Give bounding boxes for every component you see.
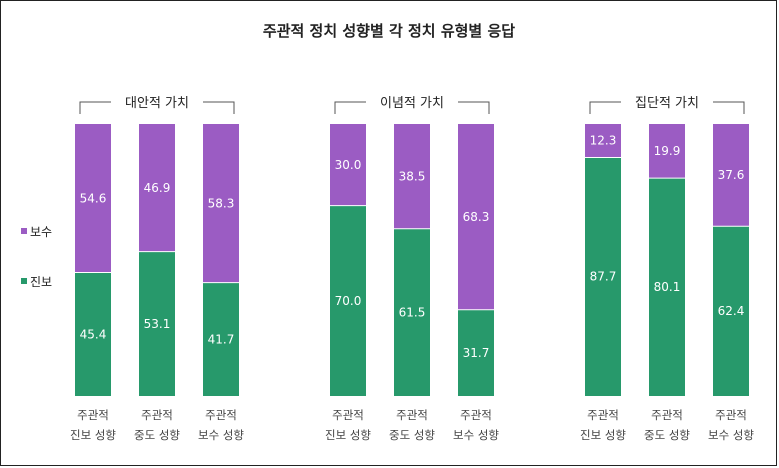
bar-segment-보수 <box>649 124 685 179</box>
legend-swatch-보수 <box>21 228 27 234</box>
bar-segment-진보 <box>394 228 430 396</box>
data-label: 54.6 <box>80 191 107 205</box>
data-label: 62.4 <box>718 304 745 318</box>
x-tick-label: 주관적 <box>587 408 619 422</box>
data-label: 41.7 <box>208 332 235 346</box>
data-label: 68.3 <box>463 210 490 224</box>
x-tick-label: 중도 성향 <box>644 428 690 442</box>
x-tick-label: 주관적 <box>141 408 173 422</box>
x-tick-label: 중도 성향 <box>134 428 180 442</box>
data-label: 45.4 <box>80 327 107 341</box>
bar-segment-진보 <box>330 205 366 396</box>
bar-segment-보수 <box>75 124 111 273</box>
data-label: 53.1 <box>144 317 171 331</box>
data-label: 31.7 <box>463 346 490 360</box>
bracket-right <box>713 101 745 114</box>
data-label: 19.9 <box>654 144 681 158</box>
legend-swatch-진보 <box>21 278 27 284</box>
bar-segment-보수 <box>458 124 494 310</box>
x-tick-label: 진보 성향 <box>580 428 626 442</box>
bracket-left <box>334 101 366 114</box>
bar-segment-진보 <box>203 282 239 396</box>
group-label: 이념적 가치 <box>380 96 444 111</box>
data-label: 61.5 <box>399 305 426 319</box>
x-tick-label: 주관적 <box>396 408 428 422</box>
x-tick-label: 주관적 <box>460 408 492 422</box>
x-tick-label: 보수 성향 <box>198 428 244 442</box>
group-label: 집단적 가치 <box>635 96 699 111</box>
x-tick-label: 진보 성향 <box>325 428 371 442</box>
data-label: 12.3 <box>590 134 617 148</box>
x-tick-label: 주관적 <box>715 408 747 422</box>
data-label: 58.3 <box>208 196 235 210</box>
bracket-left <box>79 101 111 114</box>
bracket-left <box>589 101 621 114</box>
data-label: 38.5 <box>399 169 426 183</box>
bar-segment-진보 <box>649 178 685 396</box>
bar-segment-진보 <box>75 272 111 396</box>
x-tick-label: 주관적 <box>205 408 237 422</box>
bar-segment-진보 <box>458 309 494 396</box>
bar-segment-진보 <box>713 226 749 396</box>
group-label: 대안적 가치 <box>125 96 189 111</box>
data-label: 80.1 <box>654 280 681 294</box>
x-tick-label: 주관적 <box>332 408 364 422</box>
x-tick-label: 보수 성향 <box>453 428 499 442</box>
x-tick-label: 보수 성향 <box>708 428 754 442</box>
legend-label-진보: 진보 <box>30 275 52 289</box>
data-label: 37.6 <box>718 168 745 182</box>
chart-title: 주관적 정치 성향별 각 정치 유형별 응답 <box>263 22 515 40</box>
x-tick-label: 주관적 <box>651 408 683 422</box>
bar-segment-보수 <box>330 124 366 206</box>
bar-segment-보수 <box>394 124 430 229</box>
bracket-right <box>203 101 235 114</box>
data-label: 87.7 <box>590 270 617 284</box>
bar-segment-보수 <box>585 124 621 158</box>
data-label: 70.0 <box>335 294 362 308</box>
legend-label-보수: 보수 <box>30 225 52 239</box>
bracket-right <box>458 101 490 114</box>
bar-segment-보수 <box>203 124 239 283</box>
x-tick-label: 중도 성향 <box>389 428 435 442</box>
bar-segment-진보 <box>585 157 621 396</box>
x-tick-label: 주관적 <box>77 408 109 422</box>
data-label: 46.9 <box>144 181 171 195</box>
bar-segment-진보 <box>139 251 175 396</box>
x-tick-label: 진보 성향 <box>70 428 116 442</box>
bar-segment-보수 <box>713 124 749 227</box>
data-label: 30.0 <box>335 158 362 172</box>
bar-segment-보수 <box>139 124 175 252</box>
